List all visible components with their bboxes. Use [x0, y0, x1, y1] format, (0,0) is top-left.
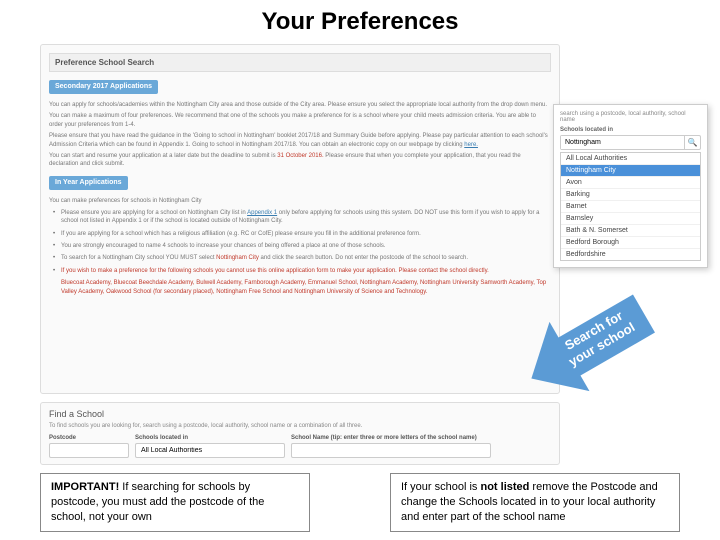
dd-label: Schools located in — [560, 127, 701, 133]
here-link[interactable]: here. — [464, 142, 478, 148]
bullet-3: You are strongly encouraged to name 4 sc… — [49, 242, 551, 250]
schoolname-label: School Name (tip: enter three or more le… — [291, 435, 491, 441]
dropdown-popover: search using a postcode, local authority… — [553, 104, 708, 268]
intro-p1: You can apply for schools/academies with… — [49, 101, 551, 109]
bullet-4: To search for a Nottingham City school Y… — [49, 254, 551, 262]
dd-item[interactable]: Barnet — [561, 200, 700, 212]
section-inyear: In Year Applications — [49, 176, 128, 190]
find-school-panel: Find a School To find schools you are lo… — [40, 402, 560, 465]
search-icon[interactable]: 🔍 — [684, 136, 700, 149]
callout-arrow: Search foryour school — [555, 294, 655, 377]
located-select[interactable] — [135, 443, 285, 458]
preference-panel: Preference School Search Secondary 2017 … — [40, 44, 560, 394]
panel-header: Preference School Search — [49, 53, 551, 72]
dd-item[interactable]: Bedford Borough — [561, 236, 700, 248]
dd-item[interactable]: Avon — [561, 176, 700, 188]
dd-hint: search using a postcode, local authority… — [560, 111, 701, 123]
postcode-label: Postcode — [49, 435, 129, 441]
intro-p4: You can start and resume your applicatio… — [49, 152, 551, 169]
appendix-link[interactable]: Appendix 1 — [247, 210, 277, 216]
dd-search-input[interactable] — [561, 136, 684, 149]
footer-left: IMPORTANT! If searching for schools by p… — [40, 473, 310, 532]
p5: You can make preferences for schools in … — [49, 197, 551, 205]
dd-item[interactable]: Bath & N. Somerset — [561, 224, 700, 236]
find-title: Find a School — [49, 409, 551, 419]
postcode-input[interactable] — [49, 443, 129, 458]
intro-p2: You can make a maximum of four preferenc… — [49, 112, 551, 129]
bullet-2: If you are applying for a school which h… — [49, 230, 551, 238]
dd-item[interactable]: Nottingham City — [561, 164, 700, 176]
dd-list: All Local AuthoritiesNottingham CityAvon… — [560, 152, 701, 261]
located-label: Schools located in — [135, 435, 285, 441]
section-secondary: Secondary 2017 Applications — [49, 80, 158, 94]
bullet-1: Please ensure you are applying for a sch… — [49, 209, 551, 226]
red-list: Bluecoat Academy, Bluecoat Beechdale Aca… — [49, 279, 551, 296]
page-title: Your Preferences — [0, 0, 720, 44]
bullet-5: If you wish to make a preference for the… — [49, 267, 551, 275]
footer-right: If your school is not listed remove the … — [390, 473, 680, 532]
dd-item[interactable]: Barnsley — [561, 212, 700, 224]
dd-item[interactable]: Bedfordshire — [561, 248, 700, 260]
intro-p3: Please ensure that you have read the gui… — [49, 132, 551, 149]
find-desc: To find schools you are looking for, sea… — [49, 423, 551, 429]
dd-item[interactable]: All Local Authorities — [561, 153, 700, 164]
schoolname-input[interactable] — [291, 443, 491, 458]
dd-item[interactable]: Barking — [561, 188, 700, 200]
